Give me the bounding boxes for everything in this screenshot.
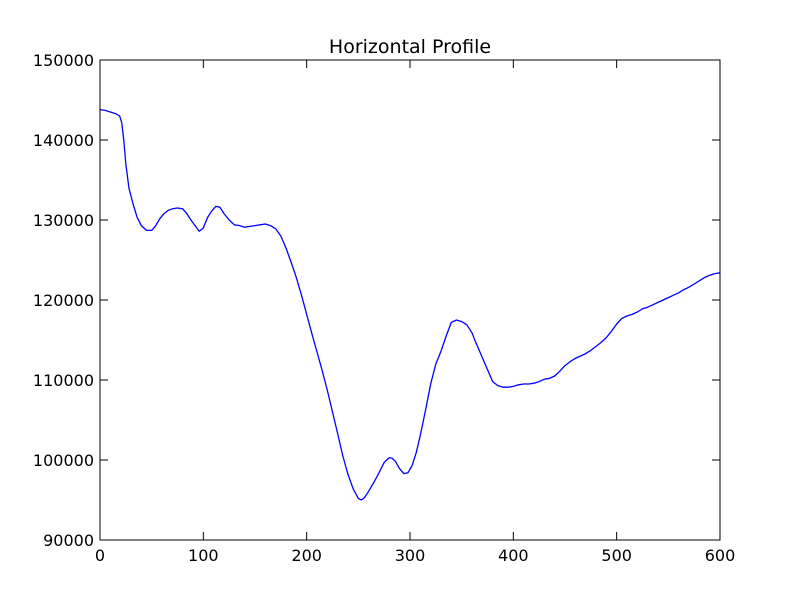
chart-title: Horizontal Profile <box>329 36 491 58</box>
y-tick-label: 100000 <box>33 451 94 470</box>
x-tick-label: 600 <box>705 546 736 565</box>
x-tick-label: 400 <box>498 546 529 565</box>
series-layer <box>99 108 721 501</box>
y-tick-label: 140000 <box>33 131 94 150</box>
x-tick-label: 0 <box>95 546 105 565</box>
y-tick-label: 120000 <box>33 291 94 310</box>
x-tick-label: 100 <box>188 546 219 565</box>
y-tick-label: 110000 <box>33 371 94 390</box>
y-tick-label: 90000 <box>43 531 94 550</box>
x-tick-label: 500 <box>601 546 632 565</box>
x-axis: 0 100 200 300 400 500 600 <box>95 60 735 565</box>
series-line-0 <box>99 108 721 501</box>
x-tick-label: 300 <box>395 546 426 565</box>
y-tick-label: 150000 <box>33 51 94 70</box>
y-tick-label: 130000 <box>33 211 94 230</box>
y-axis: 90000 100000 110000 120000 130000 140000 15000… <box>33 51 720 550</box>
x-tick-label: 200 <box>291 546 322 565</box>
